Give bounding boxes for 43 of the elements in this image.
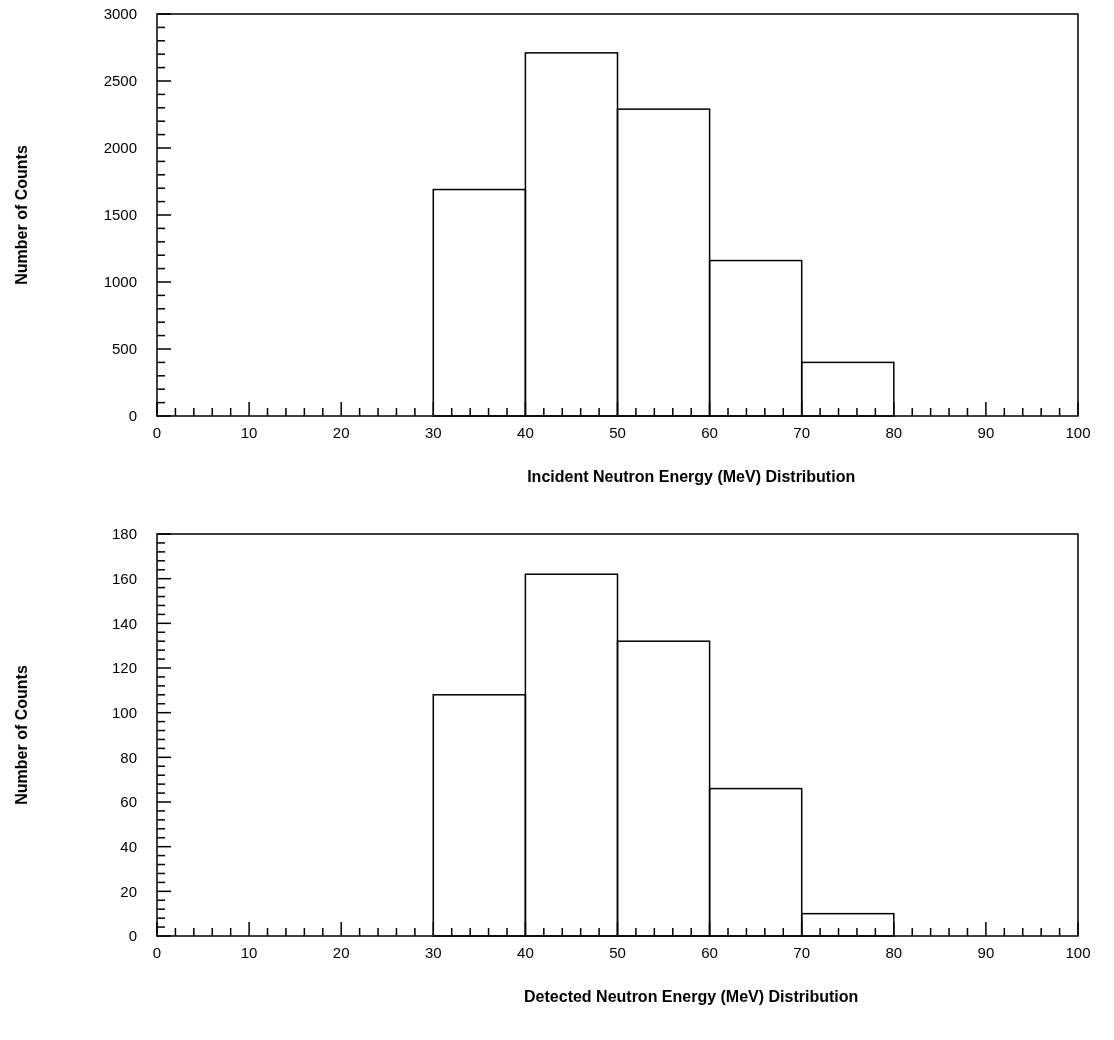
x-tick-label: 90: [977, 424, 995, 441]
y-tick-label: 100: [111, 703, 137, 721]
x-tick-label: 30: [424, 424, 442, 441]
y-tick-label: 500: [111, 340, 137, 358]
x-tick-label: 100: [1065, 944, 1091, 961]
y-tick-label: 140: [111, 614, 137, 632]
y-tick-label: 2500: [103, 72, 137, 90]
x-tick-label: 20: [332, 944, 350, 961]
x-tick-label: 0: [152, 424, 162, 441]
y-tick-label: 0: [128, 927, 137, 945]
x-tick-label: 10: [240, 944, 258, 961]
y-tick-label: 3000: [103, 5, 137, 23]
y-tick-label: 2000: [103, 139, 137, 157]
y-tick-label: 60: [120, 793, 137, 811]
x-tick-label: 90: [977, 944, 995, 961]
y-tick-label: 120: [111, 659, 137, 677]
x-tick-label: 30: [424, 944, 442, 961]
x-tick-label: 0: [152, 944, 162, 961]
x-tick-label: 50: [609, 424, 626, 441]
y-tick-label: 40: [120, 837, 137, 855]
x-tick-label: 60: [701, 944, 718, 961]
y-tick-label: 80: [120, 748, 137, 766]
x-tick-label: 70: [793, 424, 811, 441]
x-axis-title: Detected Neutron Energy (MeV) Distribution: [524, 988, 859, 1005]
x-tick-label: 20: [332, 424, 350, 441]
x-tick-label: 100: [1065, 424, 1091, 441]
y-axis-title: Number of Counts: [13, 145, 30, 285]
x-tick-label: 40: [517, 424, 534, 441]
x-tick-label: 80: [885, 944, 903, 961]
x-tick-label: 60: [701, 424, 718, 441]
y-tick-label: 160: [111, 569, 137, 587]
y-tick-label: 1000: [103, 273, 137, 291]
y-tick-label: 1500: [103, 206, 137, 224]
x-tick-label: 70: [793, 944, 811, 961]
y-tick-label: 180: [111, 525, 137, 543]
y-tick-label: 0: [128, 407, 137, 425]
x-tick-label: 50: [609, 944, 626, 961]
x-tick-label: 40: [517, 944, 534, 961]
x-tick-label: 10: [240, 424, 258, 441]
y-tick-label: 20: [120, 882, 137, 900]
x-tick-label: 80: [885, 424, 903, 441]
x-axis-title: Incident Neutron Energy (MeV) Distribution: [527, 468, 856, 485]
y-axis-title: Number of Counts: [13, 665, 30, 805]
